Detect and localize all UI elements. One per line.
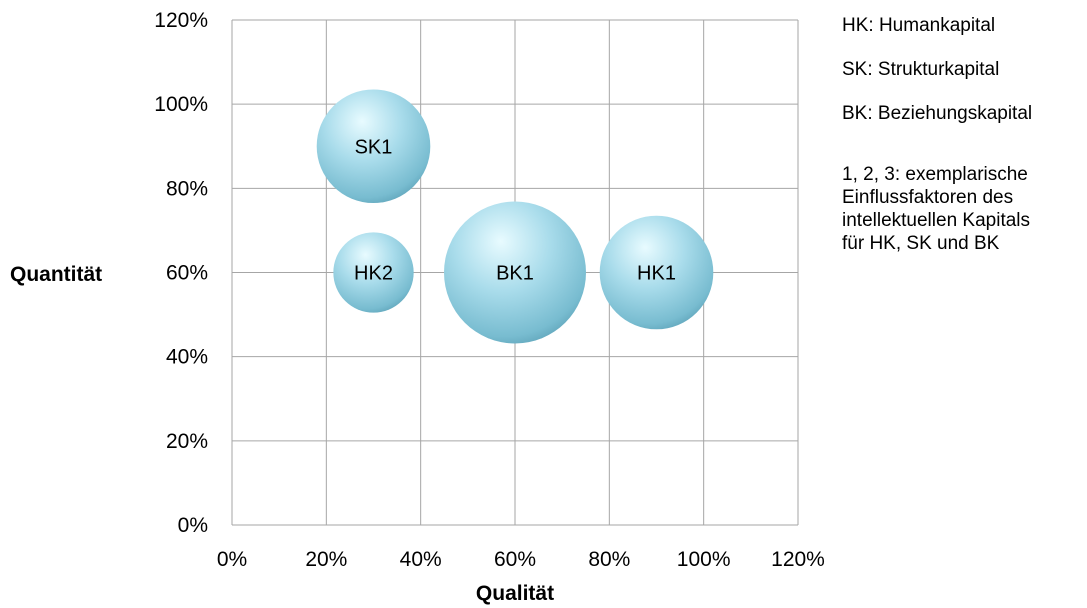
y-tick-label: 60% bbox=[166, 262, 208, 285]
x-tick-label: 80% bbox=[588, 548, 630, 571]
bubble-shape bbox=[444, 201, 586, 344]
y-tick-label: 80% bbox=[166, 177, 208, 200]
y-axis-label: Quantität bbox=[10, 263, 102, 286]
y-tick-label: 20% bbox=[166, 430, 208, 453]
bubble-label: HK2 bbox=[354, 263, 393, 285]
legend-entry-hk: HK: Humankapital bbox=[842, 15, 996, 36]
y-tick-label: 0% bbox=[178, 514, 208, 537]
x-tick-label: 20% bbox=[305, 548, 347, 571]
x-tick-label: 120% bbox=[771, 548, 825, 571]
bubble-label: BK1 bbox=[496, 263, 534, 285]
x-tick-label: 40% bbox=[400, 548, 442, 571]
legend-note-line: für HK, SK und BK bbox=[842, 233, 1000, 254]
y-tick-label: 120% bbox=[154, 9, 208, 32]
bubble-shape bbox=[599, 215, 714, 330]
bubble-shape bbox=[333, 232, 414, 313]
axis-ticks: 0% 0% 20% 20% 40% 40% 60% 60% 80% 80% 100% 100% 120%… bbox=[154, 9, 825, 571]
legend-entry-sk: SK: Strukturkapital bbox=[842, 59, 1000, 80]
bubble-label: SK1 bbox=[355, 136, 393, 158]
legend-note-line: intellektuellen Kapitals bbox=[842, 210, 1031, 231]
legend-note-line: Einflussfaktoren des bbox=[842, 187, 1014, 208]
bubble-shape bbox=[316, 89, 431, 204]
legend-note-line: 1, 2, 3: exemplarische bbox=[842, 164, 1028, 185]
bubble-label: HK1 bbox=[637, 263, 676, 285]
bubble-sk1: SK1 bbox=[316, 89, 431, 204]
x-axis-label: Qualität bbox=[476, 582, 554, 605]
y-tick-label: 100% bbox=[154, 93, 208, 116]
legend-entry-bk: BK: Beziehungskapital bbox=[842, 103, 1033, 124]
bubble-hk1: HK1 bbox=[599, 215, 714, 330]
grid bbox=[231, 19, 799, 526]
legend-note: 1, 2, 3: exemplarische Einflussfaktoren … bbox=[842, 163, 1087, 255]
bubble-bk1: BK1 bbox=[444, 201, 586, 344]
x-tick-label: 60% bbox=[494, 548, 536, 571]
x-tick-label: 0% bbox=[217, 548, 247, 571]
legend: HK: Humankapital SK: Strukturkapital BK:… bbox=[842, 14, 1087, 255]
x-tick-label: 100% bbox=[677, 548, 731, 571]
y-tick-label: 40% bbox=[166, 346, 208, 369]
bubbles: SK1 HK2 BK1 HK1 bbox=[316, 89, 714, 344]
bubble-hk2: HK2 bbox=[333, 232, 414, 313]
bubble-chart: 0% 0% 20% 20% 40% 40% 60% 60% 80% 80% 100% 100% 120%… bbox=[10, 9, 825, 605]
